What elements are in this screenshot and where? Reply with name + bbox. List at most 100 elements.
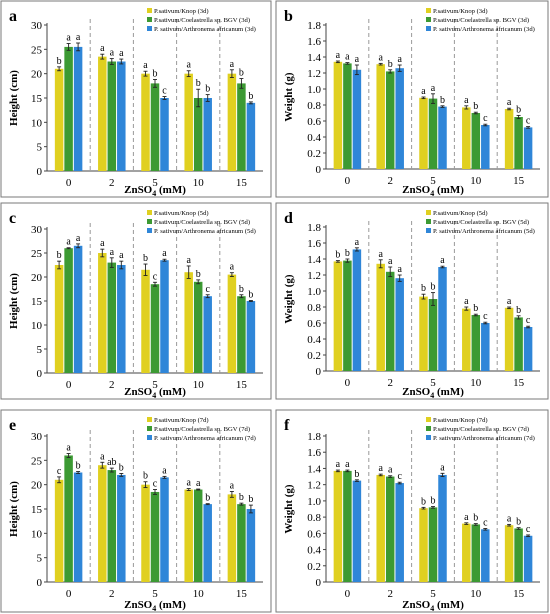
bar <box>385 271 395 371</box>
significance-letter: a <box>355 237 360 248</box>
panel-f: f 0 0.2 0.4 0.6 0.8 1.0 1.2 1.4 1.6 1.8 Weight (g) P… <box>275 409 549 613</box>
legend-swatch <box>147 17 152 22</box>
x-tick-label: 0 <box>345 588 351 600</box>
y-tick-label: 15 <box>31 93 43 105</box>
y-tick-label: 10 <box>31 528 43 540</box>
bar <box>343 63 352 169</box>
significance-letter: b <box>516 104 521 115</box>
x-tick-label: 2 <box>387 588 393 600</box>
bar <box>64 248 73 373</box>
legend-label: P. sativum/Arthronema africanum (3d) <box>433 26 535 33</box>
significance-letter: a <box>230 59 235 70</box>
bar <box>141 484 150 582</box>
significance-letter: a <box>66 237 71 248</box>
significance-letter: c <box>57 466 62 477</box>
x-tick-label: 10 <box>470 377 482 389</box>
y-tick-label: 1.4 <box>307 463 321 475</box>
bar <box>352 69 362 169</box>
significance-letter: a <box>100 238 105 249</box>
legend-label: P. sativum/Arthronema africanum (7d) <box>433 435 535 442</box>
legend-swatch <box>147 26 152 31</box>
significance-letter: a <box>100 43 105 54</box>
legend-label: P.sativum/Coelastrella sp. BGV (3d) <box>154 17 250 24</box>
bar <box>107 61 117 171</box>
bar <box>184 272 193 373</box>
legend-swatch <box>147 8 152 13</box>
bar <box>193 98 203 171</box>
significance-letter: a <box>507 97 512 108</box>
y-tick-label: 1.2 <box>307 270 321 282</box>
x-tick-label: 0 <box>345 377 351 389</box>
x-tick-label: 0 <box>66 588 72 600</box>
significance-letter: b <box>516 305 521 316</box>
bar <box>54 68 64 171</box>
significance-letter: b <box>354 469 359 480</box>
x-tick-label: 10 <box>193 177 205 189</box>
x-tick-label: 10 <box>193 588 205 600</box>
x-tick-label: 0 <box>345 175 351 187</box>
y-axis-title: Weight (g) <box>283 484 295 534</box>
legend-swatch <box>147 228 152 233</box>
legend-swatch <box>147 426 152 431</box>
bar <box>150 83 160 171</box>
x-tick-label: 5 <box>152 588 158 600</box>
significance-letter: a <box>336 459 341 470</box>
bar <box>160 98 169 171</box>
significance-letter: a <box>345 52 350 63</box>
x-axis-title: ZnSO4 (mM) <box>402 386 464 400</box>
significance-letter: b <box>431 282 436 293</box>
significance-letter: b <box>440 95 445 106</box>
bar <box>523 535 533 582</box>
significance-letter: b <box>205 493 210 504</box>
bar <box>141 269 150 373</box>
significance-letter: b <box>388 59 393 70</box>
bar <box>160 260 169 373</box>
x-axis-title: ZnSO4 (mM) <box>124 386 186 400</box>
significance-letter: a <box>100 451 105 462</box>
y-axis-title: Weight (g) <box>283 72 295 122</box>
panel-letter: a <box>9 8 17 25</box>
panel-b: b 0 0.2 0.4 0.6 0.8 1.0 1.2 1.4 1.6 1.8 Weight (g) P… <box>275 0 549 198</box>
significance-letter: a <box>388 256 393 267</box>
significance-letter: a <box>119 250 124 261</box>
significance-letter: a <box>119 48 124 59</box>
legend-swatch <box>147 219 152 224</box>
y-tick-label: 0.4 <box>307 132 321 144</box>
bar <box>73 46 83 171</box>
bar <box>227 274 237 373</box>
legend-label: P.sativum/Knop (3d) <box>433 8 488 15</box>
significance-letter: a <box>440 255 445 266</box>
significance-letter: c <box>153 271 158 282</box>
significance-letter: a <box>186 60 191 71</box>
y-tick-label: 0 <box>37 577 43 589</box>
y-tick-label: 20 <box>31 69 43 81</box>
bar <box>462 107 471 169</box>
significance-letter: c <box>526 524 531 535</box>
legend-swatch <box>426 417 431 422</box>
significance-letter: a <box>186 478 191 489</box>
significance-letter: b <box>76 461 81 472</box>
y-tick-label: 25 <box>31 44 43 56</box>
panel-letter: e <box>9 417 16 434</box>
bar <box>523 327 533 371</box>
significance-letter: c <box>483 113 488 124</box>
legend-swatch <box>426 17 431 22</box>
significance-letter: a <box>196 478 201 489</box>
bar <box>203 98 212 171</box>
panel-frame <box>0 0 272 198</box>
significance-letter: a <box>230 262 235 273</box>
legend-swatch <box>147 417 152 422</box>
bar <box>107 262 117 373</box>
significance-letter: b <box>248 91 253 102</box>
legend-label: P.sativum/Coelastrella sp. BGV (5d) <box>154 219 250 226</box>
y-tick-label: 1.4 <box>307 52 321 64</box>
bar <box>246 509 256 582</box>
x-axis-title: ZnSO4 (mM) <box>124 599 186 613</box>
significance-letter: b <box>473 513 478 524</box>
significance-letter: a <box>431 83 436 94</box>
x-tick-label: 0 <box>66 379 72 391</box>
y-tick-label: 1.0 <box>307 496 321 508</box>
bar <box>333 470 343 582</box>
legend-label: P. sativum/Arthronema africanum (3d) <box>154 26 256 33</box>
